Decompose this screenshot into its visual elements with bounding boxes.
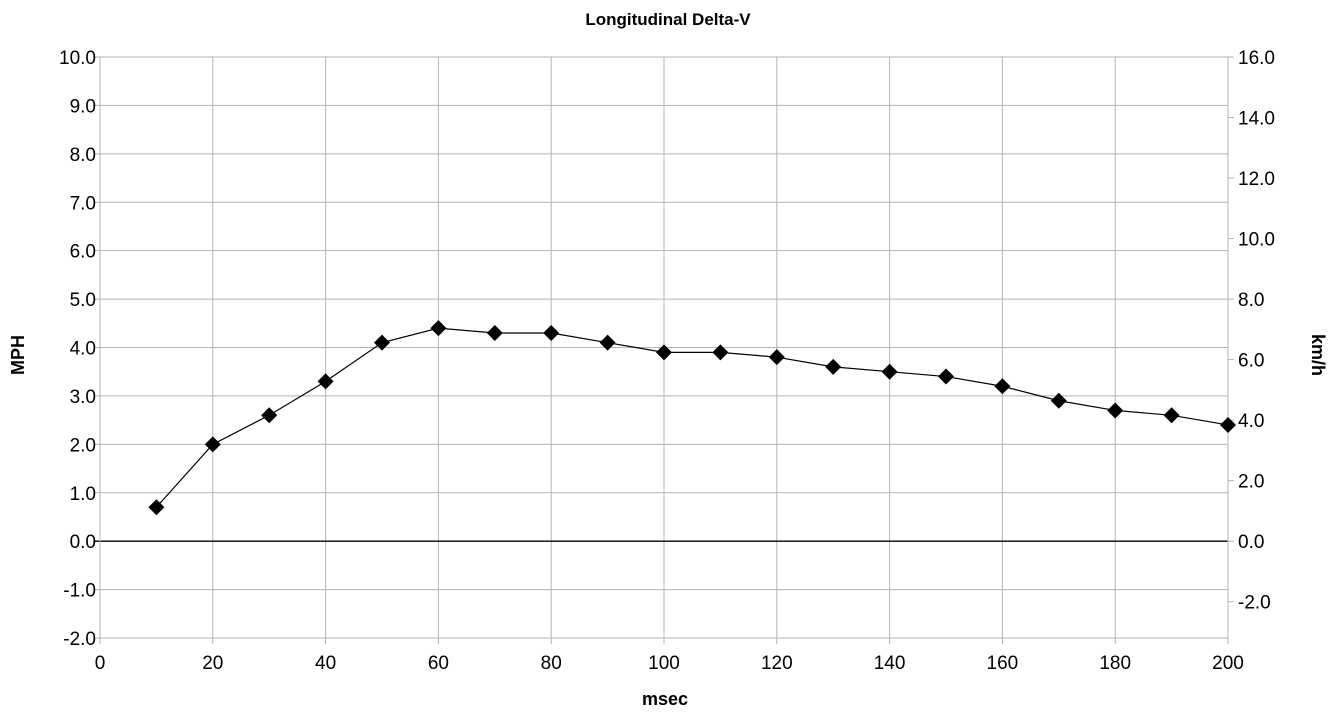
data-point bbox=[430, 320, 447, 337]
x-tick-label: 80 bbox=[541, 653, 562, 674]
data-point bbox=[881, 363, 898, 380]
y-tick-label: 6.0 bbox=[70, 242, 96, 263]
x-tick-label: 40 bbox=[315, 653, 336, 674]
y-tick-label: 5.0 bbox=[70, 290, 96, 311]
series-line bbox=[155, 327, 1229, 508]
x-tick-label: 100 bbox=[648, 653, 680, 674]
data-point bbox=[1220, 416, 1236, 433]
data-point bbox=[148, 499, 165, 516]
x-tick-label: 180 bbox=[1099, 653, 1131, 674]
y-tick-label: 7.0 bbox=[70, 193, 96, 214]
y-tick-label: 4.0 bbox=[70, 339, 96, 360]
data-point bbox=[825, 358, 842, 375]
x-tick-label: 0 bbox=[95, 653, 106, 674]
data-point bbox=[1163, 407, 1180, 424]
x-tick-label: 200 bbox=[1212, 653, 1244, 674]
data-point bbox=[317, 373, 334, 390]
data-point bbox=[768, 349, 785, 366]
x-tick-label: 20 bbox=[202, 653, 223, 674]
right-tick-label: 16.0 bbox=[1238, 48, 1275, 69]
right-tick-label: -2.0 bbox=[1238, 593, 1271, 614]
data-point bbox=[938, 368, 954, 385]
data-point bbox=[543, 324, 560, 341]
axes bbox=[99, 56, 1234, 639]
x-tick-label: 120 bbox=[761, 653, 793, 674]
right-tick-label: 0.0 bbox=[1238, 532, 1264, 553]
x-tick-label: 160 bbox=[987, 653, 1019, 674]
y-axis-label-right: km/h bbox=[1308, 334, 1328, 376]
chart-title: Longitudinal Delta-V bbox=[585, 10, 751, 29]
y-tick-label: 8.0 bbox=[70, 145, 96, 166]
y-tick-label: 1.0 bbox=[70, 484, 96, 505]
data-point bbox=[374, 334, 390, 351]
data-point bbox=[656, 344, 672, 361]
y-axis-label: MPH bbox=[8, 335, 28, 375]
data-point bbox=[486, 324, 503, 341]
right-tick-label: 6.0 bbox=[1238, 351, 1264, 372]
plot-frame bbox=[99, 56, 1229, 639]
data-point bbox=[712, 344, 729, 361]
x-tick-label: 140 bbox=[874, 653, 906, 674]
x-axis-label: msec bbox=[642, 689, 688, 709]
data-point bbox=[204, 436, 221, 453]
right-tick-label: 4.0 bbox=[1238, 411, 1264, 432]
data-point bbox=[1107, 402, 1124, 419]
right-tick-label: 2.0 bbox=[1238, 472, 1264, 493]
data-point bbox=[599, 334, 616, 351]
right-tick-label: 10.0 bbox=[1238, 230, 1275, 251]
data-point bbox=[1050, 392, 1067, 409]
y-tick-label: 3.0 bbox=[70, 387, 96, 408]
y-tick-label: 0.0 bbox=[70, 532, 96, 553]
data-point bbox=[994, 378, 1011, 395]
data-point bbox=[261, 407, 278, 424]
right-tick-label: 8.0 bbox=[1238, 290, 1264, 311]
x-tick-label: 60 bbox=[428, 653, 449, 674]
y-tick-label: -1.0 bbox=[63, 581, 96, 602]
y-tick-label: -2.0 bbox=[63, 629, 96, 650]
y-tick-label: 2.0 bbox=[70, 435, 96, 456]
y-tick-label: 9.0 bbox=[70, 96, 96, 117]
right-tick-label: 12.0 bbox=[1238, 169, 1275, 190]
series bbox=[148, 320, 1236, 516]
tick-labels: 0 20 40 60 80 100 120 140 160 180 200 -2.0 -1.0 0.0 1.… bbox=[59, 48, 1275, 674]
y-tick-label: 10.0 bbox=[59, 48, 96, 69]
right-tick-label: 14.0 bbox=[1238, 109, 1275, 130]
